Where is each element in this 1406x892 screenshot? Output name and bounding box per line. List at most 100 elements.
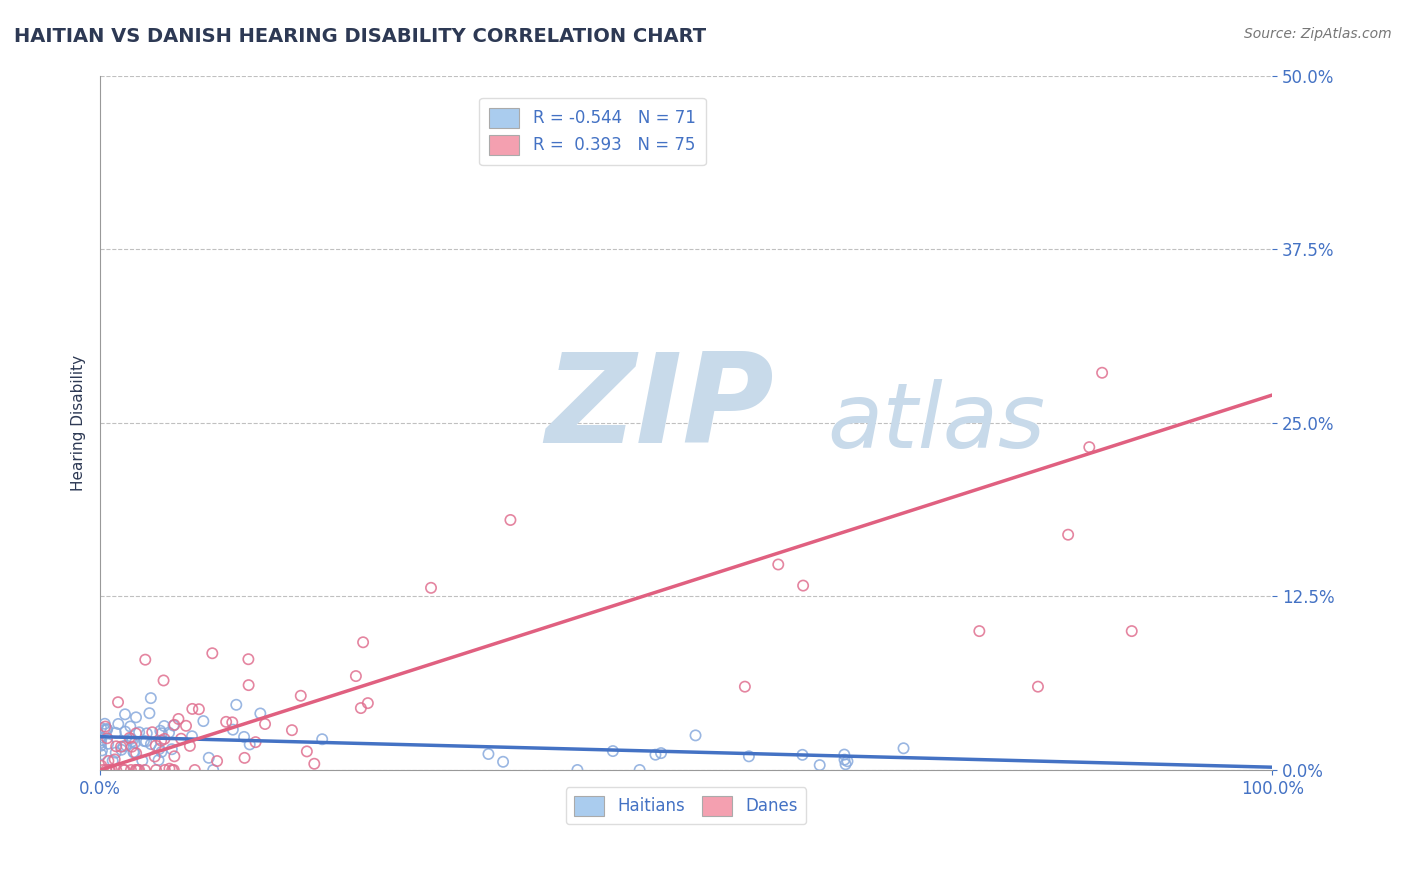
Point [104,746,127,760]
Point [152,673,174,688]
Point [492,755,515,769]
Point [112,739,135,754]
Point [1026,680,1049,694]
Point [290,689,312,703]
Point [254,717,277,731]
Point [352,635,374,649]
Point [128,763,150,777]
Point [134,763,156,777]
Point [295,744,318,758]
Point [201,646,224,660]
Point [893,741,915,756]
Point [90,733,112,747]
Point [179,739,201,753]
Point [157,725,180,739]
Point [249,706,271,721]
Point [105,739,128,754]
Point [834,757,856,772]
Point [114,724,136,739]
Point [163,749,186,764]
Point [167,712,190,726]
Point [120,763,142,777]
Point [238,652,260,666]
Point [135,734,157,748]
Text: Source: ZipAtlas.com: Source: ZipAtlas.com [1244,27,1392,41]
Point [134,653,156,667]
Point [89,731,111,745]
Point [245,735,267,749]
Point [97,763,120,777]
Point [125,710,148,724]
Point [477,747,499,761]
Text: HAITIAN VS DANISH HEARING DISABILITY CORRELATION CHART: HAITIAN VS DANISH HEARING DISABILITY COR… [14,27,706,45]
Point [94,716,117,731]
Point [792,578,814,592]
Point [96,723,118,737]
Point [105,763,128,777]
Point [118,731,141,745]
Point [233,751,256,765]
Point [96,731,118,746]
Point [149,723,172,738]
Point [1091,366,1114,380]
Text: atlas: atlas [827,379,1045,467]
Point [132,734,155,748]
Point [832,747,855,762]
Point [650,746,672,760]
Point [734,680,756,694]
Point [148,742,170,756]
Point [567,763,589,777]
Point [145,763,167,777]
Point [91,743,114,757]
Point [311,732,333,747]
Point [160,742,183,756]
Point [357,696,380,710]
Point [197,751,219,765]
Point [90,747,112,762]
Point [1121,624,1143,639]
Point [110,743,132,757]
Point [1078,440,1101,454]
Point [124,736,146,750]
Point [150,733,173,747]
Point [153,719,176,733]
Point [90,736,112,750]
Point [221,715,243,730]
Point [96,763,118,777]
Point [114,763,136,777]
Point [150,726,173,740]
Point [93,723,115,737]
Point [163,718,186,732]
Point [131,754,153,768]
Point [98,763,121,777]
Point [738,749,761,764]
Point [90,739,112,753]
Point [101,763,124,777]
Point [181,729,204,743]
Point [114,707,136,722]
Point [104,752,127,766]
Point [107,717,129,731]
Point [97,737,120,751]
Point [350,701,373,715]
Point [163,763,186,777]
Point [90,721,112,735]
Point [110,739,132,754]
Point [304,756,326,771]
Point [90,758,112,772]
Point [125,763,148,777]
Point [125,763,148,777]
Point [125,726,148,740]
Point [139,691,162,706]
Point [150,745,173,759]
Point [281,723,304,738]
Point [125,746,148,760]
Point [138,706,160,721]
Point [628,763,651,777]
Point [115,739,138,753]
Point [120,731,142,746]
Point [139,737,162,751]
Point [834,753,856,767]
Point [122,746,145,760]
Point [104,726,127,740]
